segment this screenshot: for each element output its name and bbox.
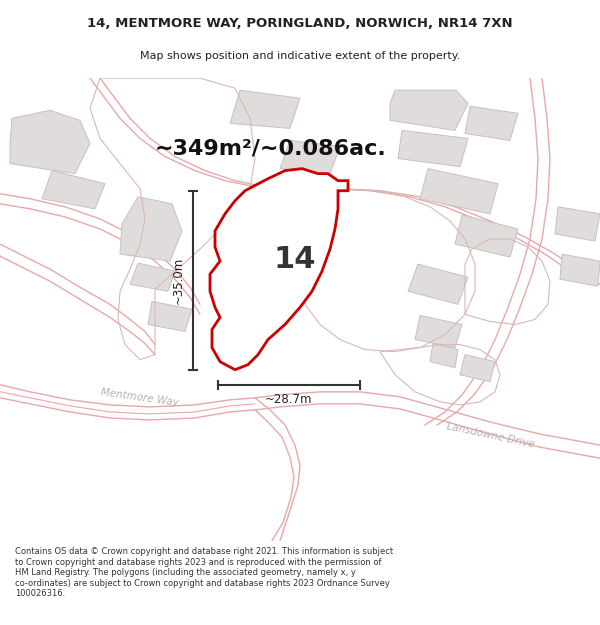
Polygon shape — [460, 354, 495, 382]
Polygon shape — [560, 254, 600, 286]
Polygon shape — [430, 344, 458, 367]
Polygon shape — [390, 90, 468, 131]
Text: Contains OS data © Crown copyright and database right 2021. This information is : Contains OS data © Crown copyright and d… — [15, 548, 393, 598]
Polygon shape — [42, 171, 105, 209]
Polygon shape — [230, 90, 300, 128]
Text: 14: 14 — [274, 244, 316, 274]
Polygon shape — [10, 110, 90, 174]
Polygon shape — [455, 215, 518, 257]
Text: Map shows position and indicative extent of the property.: Map shows position and indicative extent… — [140, 51, 460, 61]
Text: Mentmore Way: Mentmore Way — [100, 388, 179, 408]
Polygon shape — [415, 316, 462, 348]
Polygon shape — [130, 263, 175, 291]
Polygon shape — [555, 207, 600, 241]
Polygon shape — [120, 197, 182, 261]
Polygon shape — [148, 301, 192, 331]
Polygon shape — [210, 169, 348, 370]
Polygon shape — [408, 264, 468, 304]
Text: ~349m²/~0.086ac.: ~349m²/~0.086ac. — [155, 139, 387, 159]
Polygon shape — [398, 131, 468, 167]
Text: 14, MENTMORE WAY, PORINGLAND, NORWICH, NR14 7XN: 14, MENTMORE WAY, PORINGLAND, NORWICH, N… — [87, 17, 513, 30]
Text: ~28.7m: ~28.7m — [265, 393, 313, 406]
Polygon shape — [465, 106, 518, 141]
Polygon shape — [420, 169, 498, 214]
Polygon shape — [280, 141, 340, 174]
Text: ~35.0m: ~35.0m — [172, 257, 185, 304]
Text: Lansdowne Drive: Lansdowne Drive — [445, 421, 535, 449]
